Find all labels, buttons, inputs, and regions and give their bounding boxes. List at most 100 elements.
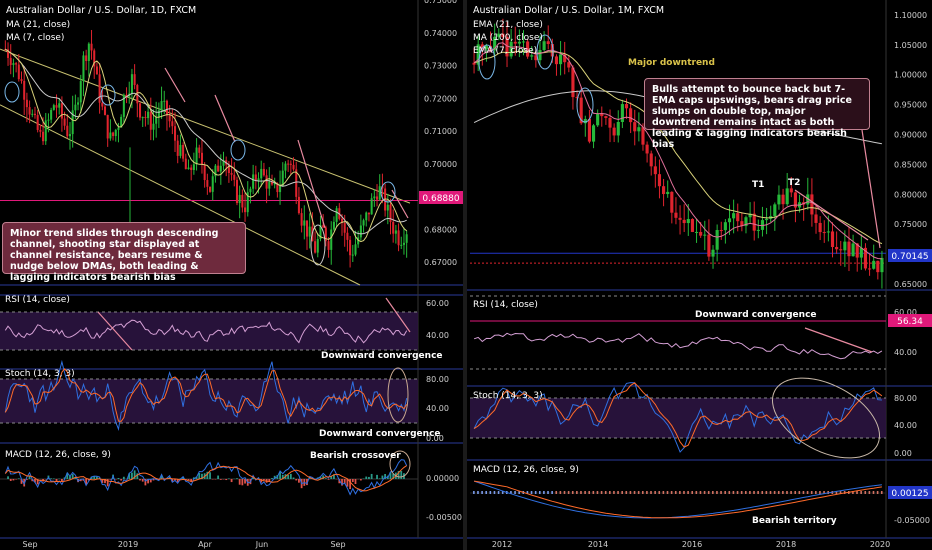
left-macd-bar — [152, 479, 155, 481]
left-stoch-band — [0, 379, 418, 423]
right-t1-label: T1 — [752, 180, 764, 190]
left-candle — [279, 185, 282, 193]
left-rsi-line — [4, 319, 408, 344]
right-candle — [542, 41, 546, 51]
right-candle — [517, 41, 521, 44]
left-candle — [63, 118, 66, 126]
left-macd-bar — [171, 479, 174, 482]
left-candle — [400, 244, 403, 246]
right-candle — [863, 247, 868, 269]
left-candle — [184, 158, 187, 170]
left-stoch-circle — [387, 367, 409, 423]
right-ema7-label: EMA (7, close) — [473, 46, 537, 56]
right-candle — [513, 41, 517, 44]
left-candle — [47, 119, 50, 121]
right-macd-bar — [489, 491, 492, 494]
left-candle — [93, 50, 96, 67]
left-price-tick: 0.71000 — [424, 127, 457, 136]
right-ema21-label: EMA (21, close) — [473, 20, 543, 30]
left-macd-bar — [268, 479, 271, 482]
right-macd-bar — [654, 491, 656, 494]
left-macd-bar — [260, 479, 263, 483]
right-stoch-label: Stoch (14, 3, 3) — [473, 391, 543, 401]
left-macd-bar — [90, 476, 93, 479]
right-macd-bar — [744, 491, 747, 494]
right-candles — [472, 18, 884, 289]
right-candle — [509, 41, 513, 57]
right-candle — [872, 260, 876, 269]
right-stoch-circle — [771, 377, 881, 459]
right-candle — [773, 204, 777, 217]
right-macd-bar — [802, 491, 805, 494]
left-candle — [15, 63, 18, 65]
right-candle — [629, 108, 633, 123]
left-candle — [50, 109, 53, 120]
right-candle — [727, 218, 732, 223]
left-macd-bar — [381, 475, 384, 479]
right-pivot-circle — [478, 44, 496, 80]
right-macd-bar — [617, 491, 619, 494]
left-candle — [316, 239, 319, 253]
left-macd-bar — [351, 479, 354, 483]
right-macd-bar — [493, 491, 496, 494]
left-macd-bar — [96, 476, 98, 479]
right-macd-bar — [670, 491, 673, 494]
right-macd-bar — [530, 491, 533, 494]
left-candle — [82, 55, 85, 82]
right-candle — [480, 44, 484, 50]
left-candle — [214, 165, 217, 177]
left-macd-bar — [109, 479, 112, 480]
left-candle — [206, 180, 209, 187]
left-price-tick: 0.70000 — [424, 160, 457, 169]
left-candle — [217, 165, 220, 172]
left-trend-arrow — [214, 94, 236, 143]
left-candle — [335, 208, 338, 222]
right-macd-bar — [720, 491, 722, 494]
left-stoch-tick: 40.00 — [426, 404, 449, 413]
right-macd-bar — [798, 491, 801, 494]
left-macd-bar — [219, 479, 222, 480]
right-candle — [575, 97, 579, 99]
right-indicators: 60.00 40.00 80.00 40.00 0.00 -0.05000 — [470, 295, 930, 525]
right-macd-bar — [703, 491, 706, 494]
left-candle — [87, 43, 90, 62]
left-macd-bar — [198, 473, 201, 479]
right-candle — [793, 192, 797, 208]
left-candle — [112, 132, 115, 137]
left-rsi-tick: 60.00 — [426, 299, 449, 308]
right-macd-bar — [786, 491, 788, 494]
left-candle — [381, 186, 384, 189]
right-price-tick: 1.00000 — [894, 71, 927, 80]
left-macd-bar — [85, 479, 88, 485]
left-ma7-line — [5, 48, 408, 243]
left-macd-bar — [136, 473, 139, 479]
right-macd-bar — [646, 491, 648, 494]
right-candle — [493, 36, 497, 51]
right-macd-bar — [773, 491, 776, 494]
left-channel-upper — [0, 48, 411, 204]
left-macd-bar — [324, 478, 327, 479]
right-candle — [785, 188, 789, 205]
right-candle — [596, 113, 600, 126]
left-candle — [7, 49, 10, 58]
right-candle — [777, 194, 781, 205]
left-macd-bar — [93, 475, 96, 479]
left-candle — [332, 221, 335, 230]
left-pivot-circle — [4, 81, 20, 103]
left-x-tick: 2019 — [118, 540, 138, 549]
right-candle — [810, 194, 814, 215]
right-macd-bar — [559, 491, 562, 494]
left-candle — [182, 144, 185, 159]
left-macd-bar — [319, 477, 322, 479]
right-candle — [748, 213, 752, 218]
right-macd-bar — [538, 491, 541, 494]
right-macd-bar — [563, 491, 566, 494]
left-candle — [305, 220, 309, 237]
left-candle — [117, 127, 120, 130]
left-macd-bar — [389, 472, 392, 479]
left-macd-bar — [241, 479, 244, 486]
left-price-tick: 0.74000 — [424, 29, 457, 38]
right-price-tick: 0.75000 — [894, 220, 927, 229]
right-candle — [624, 104, 629, 109]
left-candle — [39, 129, 42, 132]
